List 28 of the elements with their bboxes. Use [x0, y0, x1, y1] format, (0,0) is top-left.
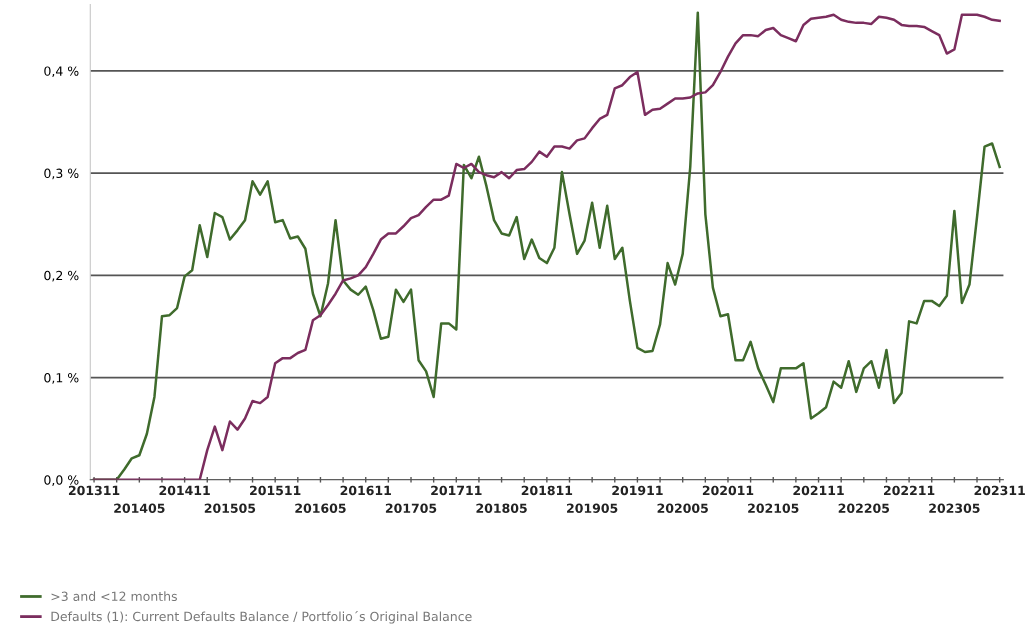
x-tick-label: 201311: [68, 485, 120, 496]
x-tick-label: 202305: [929, 503, 980, 513]
x-tick-label: 201905: [567, 503, 618, 513]
y-tick-label: 0,1 %: [44, 373, 79, 384]
x-tick-label: 201811: [521, 485, 573, 496]
x-tick-label: 201405: [114, 503, 165, 513]
x-tick-label: 201805: [476, 503, 527, 513]
y-tick-label: 0,2 %: [44, 270, 79, 282]
x-tick-label: 202205: [838, 503, 890, 513]
x-tick-label: 201911: [612, 485, 663, 496]
x-tick-label: 201511: [250, 485, 301, 496]
x-tick-label: 201505: [204, 503, 256, 513]
x-tick-label: 201411: [159, 485, 210, 496]
y-tick-label: 0,3 %: [44, 168, 79, 180]
y-tick-label: 0,0 %: [44, 475, 79, 486]
x-tick-label: 202311: [974, 485, 1025, 496]
x-tick-label: 202011: [702, 485, 754, 496]
x-tick-label: 201605: [295, 503, 346, 513]
x-tick-label: 201705: [385, 503, 437, 513]
legend-label: Defaults (1): Current Defaults Balance / Portfolio´s Original Balance: [51, 610, 472, 624]
legend-label: >3 and <12 months: [51, 591, 177, 602]
x-tick-label: 202211: [883, 485, 935, 496]
x-tick-label: 201611: [340, 485, 391, 496]
x-tick-label: 202005: [657, 503, 708, 513]
x-tick-label: 202105: [748, 503, 799, 513]
x-tick-label: 201711: [431, 485, 482, 496]
x-tick-label: 202111: [793, 485, 844, 496]
y-tick-label: 0,4 %: [44, 66, 79, 78]
